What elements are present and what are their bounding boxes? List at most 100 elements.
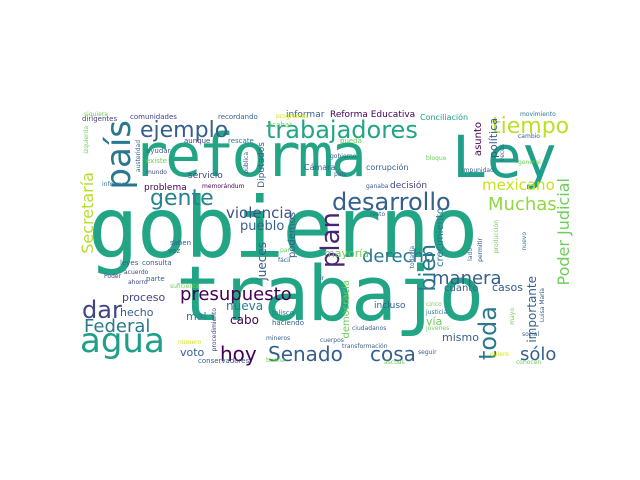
word-jueces: jueces [255, 242, 269, 281]
word-voto: voto [180, 346, 205, 359]
word-camara: Cámara [304, 163, 336, 172]
word-conocen: conocen [516, 359, 542, 366]
word-justicia: justicia [426, 309, 448, 316]
word-tiempo: tiempo [492, 114, 570, 139]
word-senado: Senado [268, 342, 343, 366]
word-mal: mal [186, 310, 207, 323]
word-trabajo: trabajo [176, 249, 484, 338]
word-buena: buena [266, 357, 285, 364]
word-nuevo: nuevo [521, 232, 528, 251]
word-presupuesto: presupuesto [180, 284, 292, 305]
word-produccion: producción [493, 220, 500, 254]
word-recordando: recordando [218, 113, 258, 121]
word-dar: dar [82, 296, 122, 324]
word-saben: saben [170, 239, 192, 247]
word-diputados: Diputados [257, 142, 267, 188]
word-via: vía [426, 315, 443, 328]
word-pais: país [99, 120, 139, 190]
word-trabajadores: trabajadores [266, 116, 418, 144]
word-poder-judicial: Poder Judicial [554, 178, 573, 286]
word-incluso: incluso [374, 301, 406, 311]
word-lado: lado [467, 248, 474, 261]
word-decision: decisión [390, 181, 428, 191]
word-mayoria: mayoría [324, 247, 370, 260]
word-veces: veces [499, 144, 506, 162]
word-secretaria: Secretaría [80, 172, 97, 254]
word-impunidad: impunidad [462, 167, 494, 174]
word-asunto: asunto [473, 122, 484, 157]
word-mineros: mineros [266, 335, 291, 342]
word-gobierno: gobierno [88, 179, 479, 277]
word-pueblo: pueblo [240, 219, 285, 234]
word-reforma: reforma [132, 121, 367, 191]
word-politica: política [487, 118, 500, 158]
word-pueda: pueda [340, 137, 362, 145]
word-manera: manera [432, 268, 502, 289]
word-informe: informe [102, 181, 126, 188]
word-numero: número [178, 339, 202, 346]
word-federal: Federal [84, 316, 151, 337]
word-informar: informar [286, 110, 325, 120]
word-casos: casos [492, 281, 523, 294]
word-ir: ir [320, 275, 325, 282]
word-permitir: permitir [477, 238, 484, 262]
word-cosa: cosa [370, 342, 416, 366]
word-ayudar: ayudar [146, 147, 171, 155]
word-cabo: cabo [230, 313, 259, 327]
word-mundo: mundo [146, 169, 167, 176]
word-solo: sólo [520, 344, 557, 365]
word-rescate: rescate [228, 137, 254, 145]
word-parte: parte [146, 275, 165, 283]
word-aunque: aunque [184, 137, 211, 145]
word-problema: problema [144, 183, 187, 193]
word-movimiento: movimiento [520, 111, 556, 118]
word-ley: Ley [452, 123, 557, 191]
word-ejemplo: ejemplo [140, 118, 229, 143]
word-muchas: Muchas [488, 194, 557, 215]
word-comunidades: comunidades [130, 113, 177, 121]
word-nueva: nueva [226, 299, 264, 313]
word-suficiente: suficiente [170, 283, 200, 290]
word-procedimiento: procedimiento [211, 308, 218, 352]
word-existe: existe [146, 157, 167, 165]
word-ahorro: ahorro [128, 279, 148, 286]
word-violencia: violencia [226, 204, 293, 222]
word-resto: resto [370, 211, 386, 218]
word-siguiera: siguiera [84, 111, 108, 118]
word-proceso: proceso [122, 291, 166, 304]
word-jalisco: Jalisco [272, 309, 295, 317]
word-derecho: derecho [362, 246, 435, 267]
word-cuanto: cuanto [444, 283, 479, 294]
word-cloud: gobierno trabajo reforma Ley agua país e… [80, 108, 576, 372]
word-luisa-maria: Luisa María [539, 288, 546, 323]
word-dirigentes: dirigentes [82, 115, 118, 123]
word-cinco: cinco [426, 301, 442, 308]
word-par: par [280, 247, 290, 254]
word-conservadores: conservadores [198, 357, 250, 365]
word-corrupcion: corrupción [366, 163, 409, 172]
word-social: social [522, 331, 540, 338]
word-pais-small: país [334, 171, 347, 178]
word-leyes: leyes [120, 259, 139, 267]
word-bloque: bloque [426, 155, 447, 162]
word-jovenes: jóvenes [426, 325, 450, 332]
word-hoy: hoy [220, 342, 257, 366]
word-poder: Poder [104, 273, 122, 280]
word-gobierno-small: gobierno [330, 153, 357, 160]
word-facil: fácil [278, 257, 291, 264]
word-cambio: cambio [518, 133, 540, 140]
word-gente: gente [150, 186, 214, 211]
word-acuerdo: acuerdo [124, 269, 149, 276]
word-conciliacion: Conciliación [420, 113, 469, 122]
word-crecimiento: crecimiento [435, 208, 446, 267]
word-cuerpos: cuerpos [320, 337, 344, 344]
word-general: general [518, 159, 541, 166]
word-democracia: democracia [341, 280, 352, 339]
word-izquierda: izquierda [83, 126, 90, 154]
word-quiero: quiero [490, 351, 509, 358]
word-hecho: hecho [120, 306, 154, 319]
word-acabar: acabar [268, 121, 293, 129]
word-mexicano: mexicano [482, 176, 555, 194]
word-transformacion: transformación [342, 343, 388, 350]
word-agua: agua [80, 321, 165, 361]
